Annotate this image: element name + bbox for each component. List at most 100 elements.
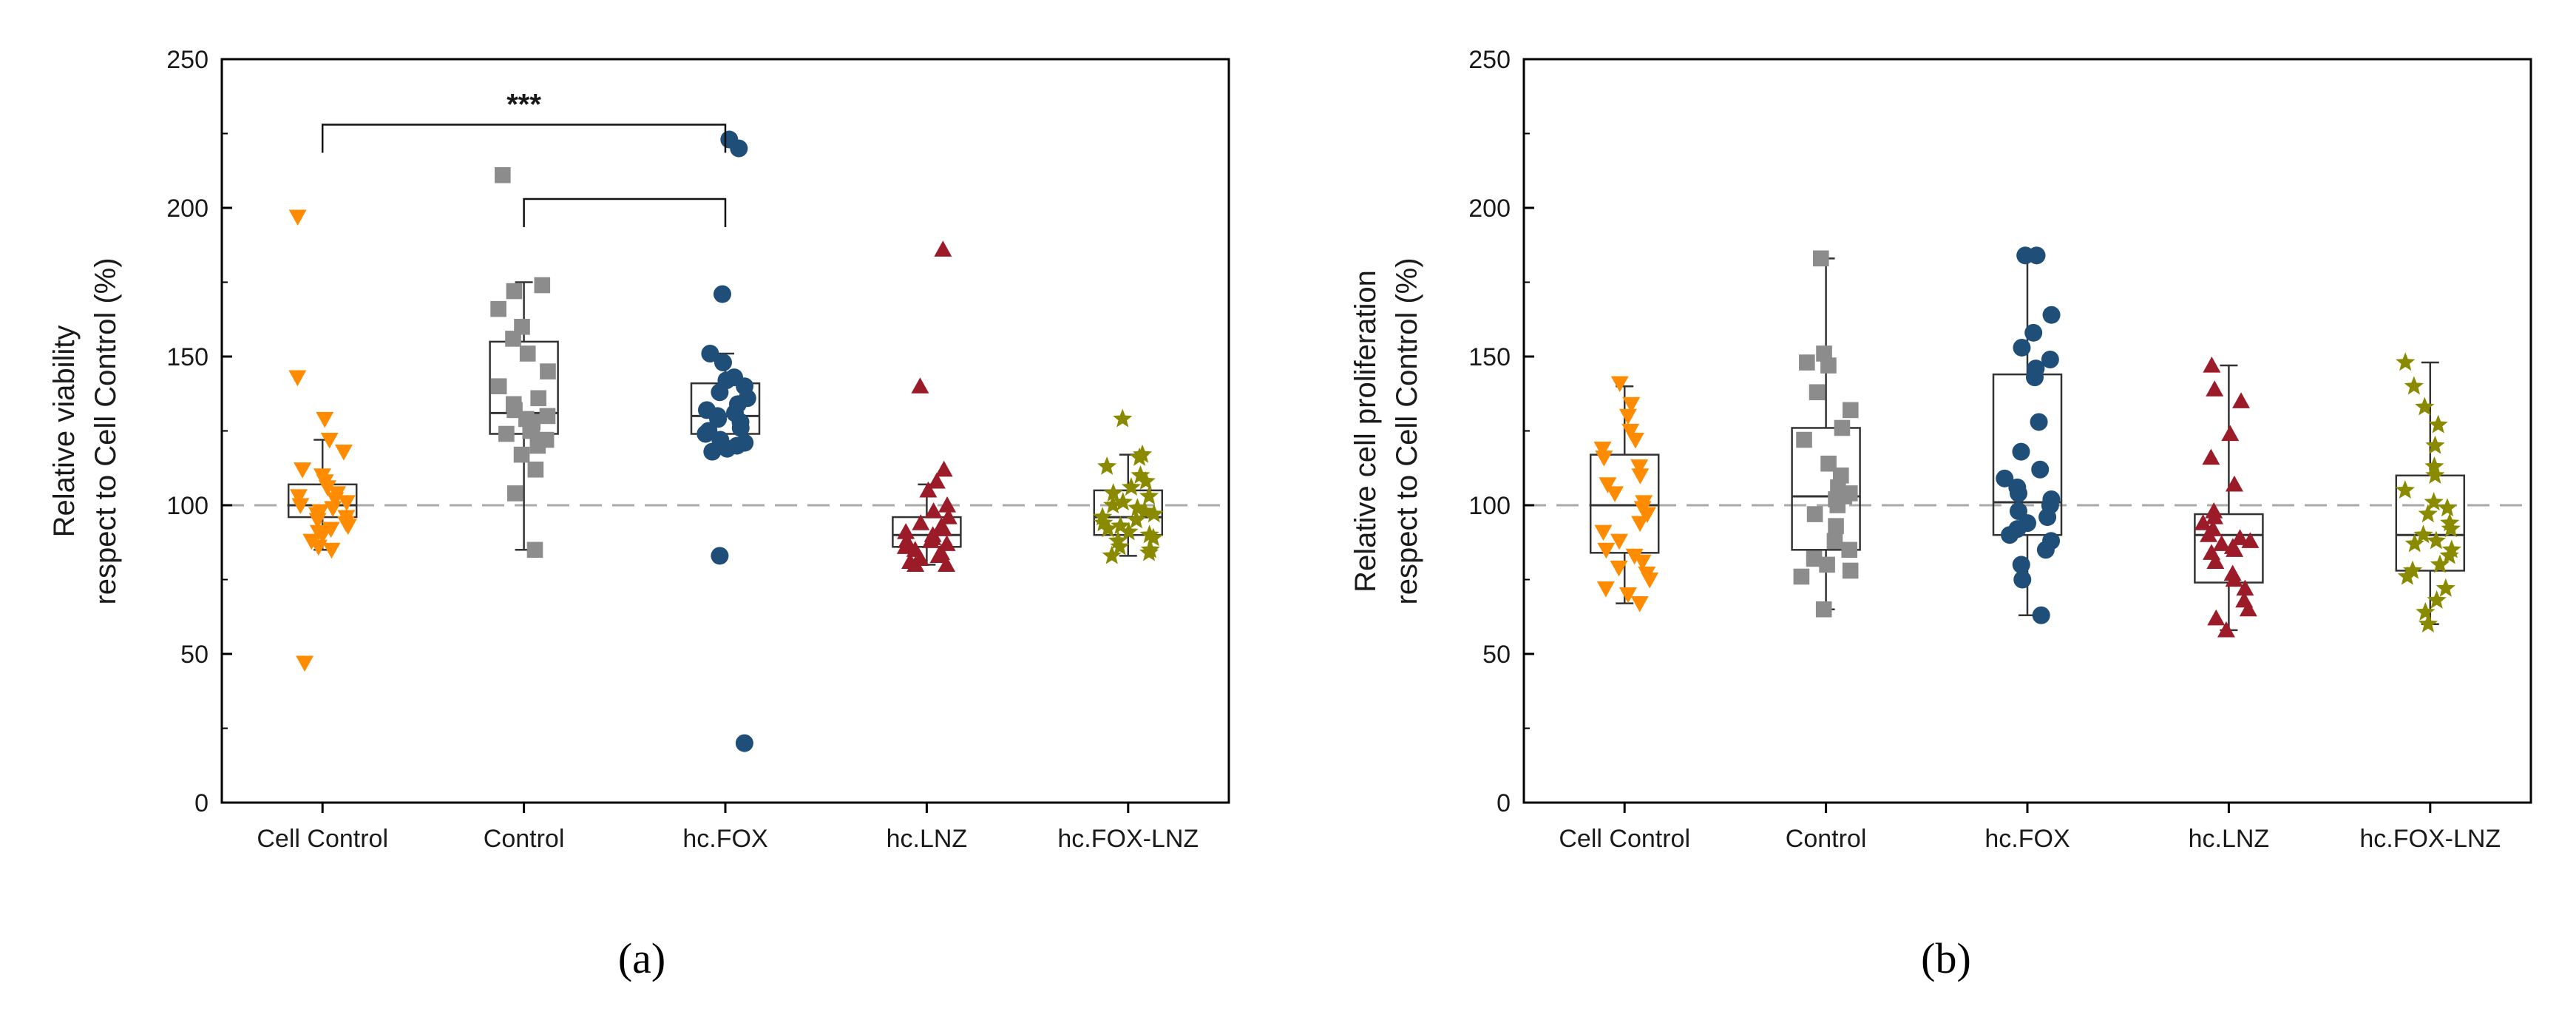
data-point [1129, 447, 1150, 466]
data-point [2221, 425, 2240, 442]
data-point [711, 547, 729, 565]
data-point [2032, 606, 2050, 624]
data-point [519, 345, 536, 362]
y-tick-label: 0 [1497, 789, 1511, 817]
significance-label: *** [506, 88, 541, 121]
x-category-label: Cell Control [257, 825, 388, 853]
data-point [1599, 477, 1617, 493]
data-point [1135, 501, 1155, 520]
data-point [2012, 442, 2030, 461]
data-point [1593, 442, 1612, 458]
data-point [1594, 524, 1613, 541]
iqr-box [1791, 427, 1861, 551]
data-point [1809, 384, 1826, 401]
data-point [2439, 545, 2459, 564]
data-point [1631, 516, 1650, 533]
x-category-label: hc.FOX [682, 825, 767, 853]
data-point [2231, 529, 2249, 545]
data-point [714, 354, 732, 372]
data-point [2232, 392, 2251, 408]
data-point [938, 556, 956, 572]
data-point [294, 462, 312, 479]
data-point [1103, 483, 1123, 502]
data-point [490, 378, 507, 394]
data-point [522, 422, 539, 439]
data-point [526, 541, 543, 559]
data-point [2418, 504, 2438, 523]
data-point [1113, 408, 1133, 428]
data-point [2031, 460, 2050, 479]
data-point [1139, 524, 1159, 544]
y-tick-label: 50 [1482, 641, 1511, 669]
data-point [731, 419, 750, 437]
data-point [2437, 498, 2458, 517]
data-point [1820, 357, 1837, 374]
data-point [1630, 596, 1649, 613]
data-point [2030, 413, 2048, 431]
data-point [1139, 542, 1159, 561]
data-point [2430, 554, 2450, 573]
data-point [1119, 522, 1139, 541]
data-point [906, 556, 925, 572]
data-point [1126, 510, 1146, 529]
data-point [2413, 524, 2433, 544]
y-axis-title-a-line2: respect to Cell Control (%) [89, 257, 122, 604]
data-point [527, 461, 544, 478]
data-point [1621, 423, 1640, 440]
data-point [530, 390, 546, 407]
y-tick-label: 50 [180, 641, 209, 669]
data-point [320, 432, 339, 449]
data-point [896, 538, 915, 554]
chart-panel-a: 0 50 100 150 200 250 Cell Control Control hc.FO… [48, 46, 1230, 982]
data-point [2041, 351, 2059, 369]
data-point [2042, 306, 2061, 324]
data-point [2395, 480, 2415, 499]
data-point [2001, 526, 2019, 544]
data-point [1619, 408, 1637, 425]
data-point [498, 425, 515, 442]
data-point [1819, 556, 1835, 573]
data-point [316, 411, 334, 428]
data-point [1625, 548, 1644, 565]
data-point [2404, 533, 2424, 553]
data-point [2427, 590, 2447, 609]
data-point [1595, 450, 1613, 467]
data-point [2010, 484, 2028, 502]
data-point [1596, 581, 1615, 598]
x-category-label: Control [1786, 825, 1867, 853]
data-point [334, 445, 353, 461]
data-point [2418, 614, 2438, 632]
data-point [1103, 495, 1123, 514]
data-point [2236, 579, 2254, 596]
data-point [696, 425, 715, 443]
data-point [1128, 498, 1148, 517]
data-point [507, 485, 523, 502]
data-point [540, 363, 556, 379]
data-point [1996, 469, 2014, 487]
y-tick-label: 200 [166, 195, 209, 223]
data-point [1606, 486, 1624, 502]
data-point [1113, 492, 1133, 511]
y-tick-label: 100 [1468, 492, 1511, 520]
data-point [291, 498, 310, 514]
data-point [1619, 587, 1637, 604]
data-point [2436, 578, 2455, 597]
data-point [924, 502, 943, 519]
plot-frame-b [1522, 58, 2532, 804]
data-point [2013, 570, 2032, 589]
data-point [921, 532, 940, 548]
data-point [2425, 465, 2445, 484]
data-point [919, 481, 938, 498]
data-point [1143, 527, 1163, 547]
data-point [2206, 508, 2224, 524]
data-point [939, 508, 957, 524]
data-point [2200, 526, 2218, 542]
data-point [289, 489, 308, 505]
data-point [730, 139, 748, 158]
y-tick-label: 200 [1468, 195, 1511, 223]
data-point [339, 519, 357, 536]
data-point [324, 501, 342, 518]
data-point [309, 539, 328, 556]
x-category-label: hc.FOX [1984, 825, 2070, 853]
y-tick-label: 250 [1468, 46, 1511, 74]
